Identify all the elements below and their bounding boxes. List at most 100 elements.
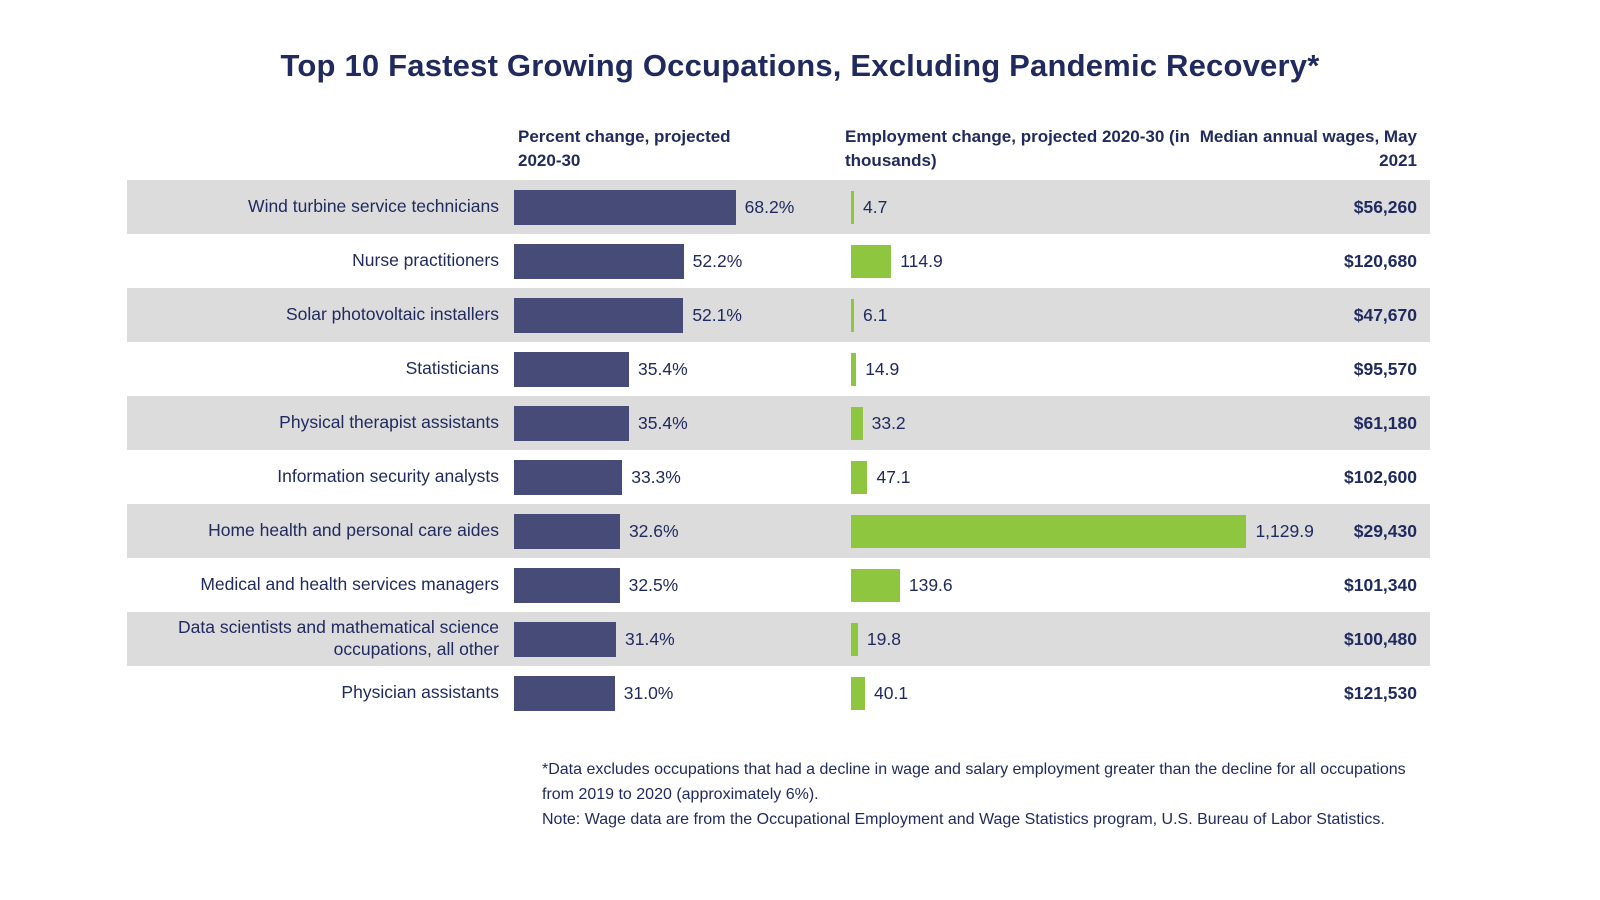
- chart-row: Statisticians 35.4% 14.9 $95,570: [127, 342, 1430, 396]
- employment-value-label: 40.1: [874, 683, 908, 704]
- employment-value-label: 1,129.9: [1255, 521, 1313, 542]
- occupation-label: Wind turbine service technicians: [127, 180, 499, 234]
- occupation-label: Data scientists and mathematical science…: [127, 612, 499, 666]
- employment-bar-cell: 114.9: [851, 234, 943, 288]
- wage-value: $56,260: [1354, 180, 1417, 234]
- percent-value-label: 31.4%: [625, 629, 675, 650]
- occupation-label: Medical and health services managers: [127, 558, 499, 612]
- percent-bar: [514, 568, 620, 603]
- percent-bar: [514, 190, 736, 225]
- percent-bar: [514, 244, 684, 279]
- chart-row: Physical therapist assistants 35.4% 33.2…: [127, 396, 1430, 450]
- wage-value: $100,480: [1344, 612, 1417, 666]
- employment-bar-cell: 33.2: [851, 396, 906, 450]
- employment-value-label: 14.9: [865, 359, 899, 380]
- percent-value-label: 68.2%: [745, 197, 795, 218]
- employment-bar-cell: 4.7: [851, 180, 887, 234]
- percent-bar: [514, 352, 629, 387]
- footnote: *Data excludes occupations that had a de…: [542, 758, 1442, 832]
- percent-bar: [514, 298, 683, 333]
- chart-rows: Wind turbine service technicians 68.2% 4…: [127, 180, 1430, 720]
- employment-bar: [851, 623, 858, 656]
- occupation-label: Nurse practitioners: [127, 234, 499, 288]
- employment-value-label: 33.2: [872, 413, 906, 434]
- occupation-label: Physical therapist assistants: [127, 396, 499, 450]
- employment-bar-cell: 19.8: [851, 612, 901, 666]
- chart-row: Data scientists and mathematical science…: [127, 612, 1430, 666]
- employment-bar-cell: 139.6: [851, 558, 953, 612]
- wage-value: $120,680: [1344, 234, 1417, 288]
- employment-value-label: 47.1: [876, 467, 910, 488]
- footnote-note-text: Note: Wage data are from the Occupationa…: [542, 808, 1442, 833]
- percent-bar-cell: 31.4%: [514, 612, 675, 666]
- percent-value-label: 52.1%: [692, 305, 742, 326]
- employment-bar: [851, 353, 856, 386]
- occupation-label: Statisticians: [127, 342, 499, 396]
- employment-value-label: 4.7: [863, 197, 887, 218]
- wage-value: $47,670: [1354, 288, 1417, 342]
- percent-value-label: 33.3%: [631, 467, 681, 488]
- percent-value-label: 35.4%: [638, 413, 688, 434]
- employment-bar-cell: 47.1: [851, 450, 911, 504]
- employment-column-header: Employment change, projected 2020-30 (in…: [845, 125, 1215, 174]
- percent-value-label: 31.0%: [624, 683, 674, 704]
- chart-row: Physician assistants 31.0% 40.1 $121,530: [127, 666, 1430, 720]
- percent-bar-cell: 52.2%: [514, 234, 742, 288]
- employment-bar: [851, 677, 865, 710]
- percent-bar: [514, 460, 622, 495]
- wage-value: $121,530: [1344, 666, 1417, 720]
- employment-bar-cell: 1,129.9: [851, 504, 1314, 558]
- wage-value: $102,600: [1344, 450, 1417, 504]
- column-headers: Percent change, projected 2020-30 Employ…: [127, 118, 1430, 180]
- chart-row: Medical and health services managers 32.…: [127, 558, 1430, 612]
- chart-row: Home health and personal care aides 32.6…: [127, 504, 1430, 558]
- wage-value: $95,570: [1354, 342, 1417, 396]
- chart-page: Top 10 Fastest Growing Occupations, Excl…: [0, 0, 1600, 900]
- percent-bar: [514, 406, 629, 441]
- employment-bar-cell: 6.1: [851, 288, 887, 342]
- employment-value-label: 19.8: [867, 629, 901, 650]
- employment-bar: [851, 299, 854, 332]
- chart-row: Nurse practitioners 52.2% 114.9 $120,680: [127, 234, 1430, 288]
- percent-bar: [514, 514, 620, 549]
- chart-row: Wind turbine service technicians 68.2% 4…: [127, 180, 1430, 234]
- occupation-label: Solar photovoltaic installers: [127, 288, 499, 342]
- employment-bar: [851, 569, 900, 602]
- employment-bar-cell: 14.9: [851, 342, 899, 396]
- percent-bar-cell: 33.3%: [514, 450, 681, 504]
- percent-bar: [514, 676, 615, 711]
- percent-bar-cell: 32.6%: [514, 504, 679, 558]
- percent-bar-cell: 35.4%: [514, 342, 688, 396]
- percent-value-label: 52.2%: [693, 251, 743, 272]
- occupation-label: Home health and personal care aides: [127, 504, 499, 558]
- employment-bar: [851, 461, 867, 494]
- occupation-label: Physician assistants: [127, 666, 499, 720]
- percent-bar-cell: 68.2%: [514, 180, 794, 234]
- percent-value-label: 32.5%: [629, 575, 679, 596]
- wage-value: $61,180: [1354, 396, 1417, 450]
- employment-bar: [851, 191, 854, 224]
- employment-value-label: 6.1: [863, 305, 887, 326]
- wages-column-header: Median annual wages, May 2021: [1197, 125, 1417, 174]
- employment-bar: [851, 407, 863, 440]
- employment-value-label: 114.9: [900, 251, 943, 272]
- percent-value-label: 32.6%: [629, 521, 679, 542]
- percent-column-header: Percent change, projected 2020-30: [518, 125, 768, 174]
- employment-bar: [851, 515, 1246, 548]
- chart-row: Information security analysts 33.3% 47.1…: [127, 450, 1430, 504]
- percent-bar-cell: 32.5%: [514, 558, 678, 612]
- employment-value-label: 139.6: [909, 575, 953, 596]
- percent-value-label: 35.4%: [638, 359, 688, 380]
- percent-bar-cell: 31.0%: [514, 666, 673, 720]
- employment-bar: [851, 245, 891, 278]
- employment-bar-cell: 40.1: [851, 666, 908, 720]
- percent-bar: [514, 622, 616, 657]
- footnote-asterisk-text: *Data excludes occupations that had a de…: [542, 758, 1442, 808]
- percent-bar-cell: 52.1%: [514, 288, 742, 342]
- chart-row: Solar photovoltaic installers 52.1% 6.1 …: [127, 288, 1430, 342]
- chart-title: Top 10 Fastest Growing Occupations, Excl…: [0, 0, 1600, 84]
- wage-value: $101,340: [1344, 558, 1417, 612]
- percent-bar-cell: 35.4%: [514, 396, 688, 450]
- wage-value: $29,430: [1354, 504, 1417, 558]
- occupation-label: Information security analysts: [127, 450, 499, 504]
